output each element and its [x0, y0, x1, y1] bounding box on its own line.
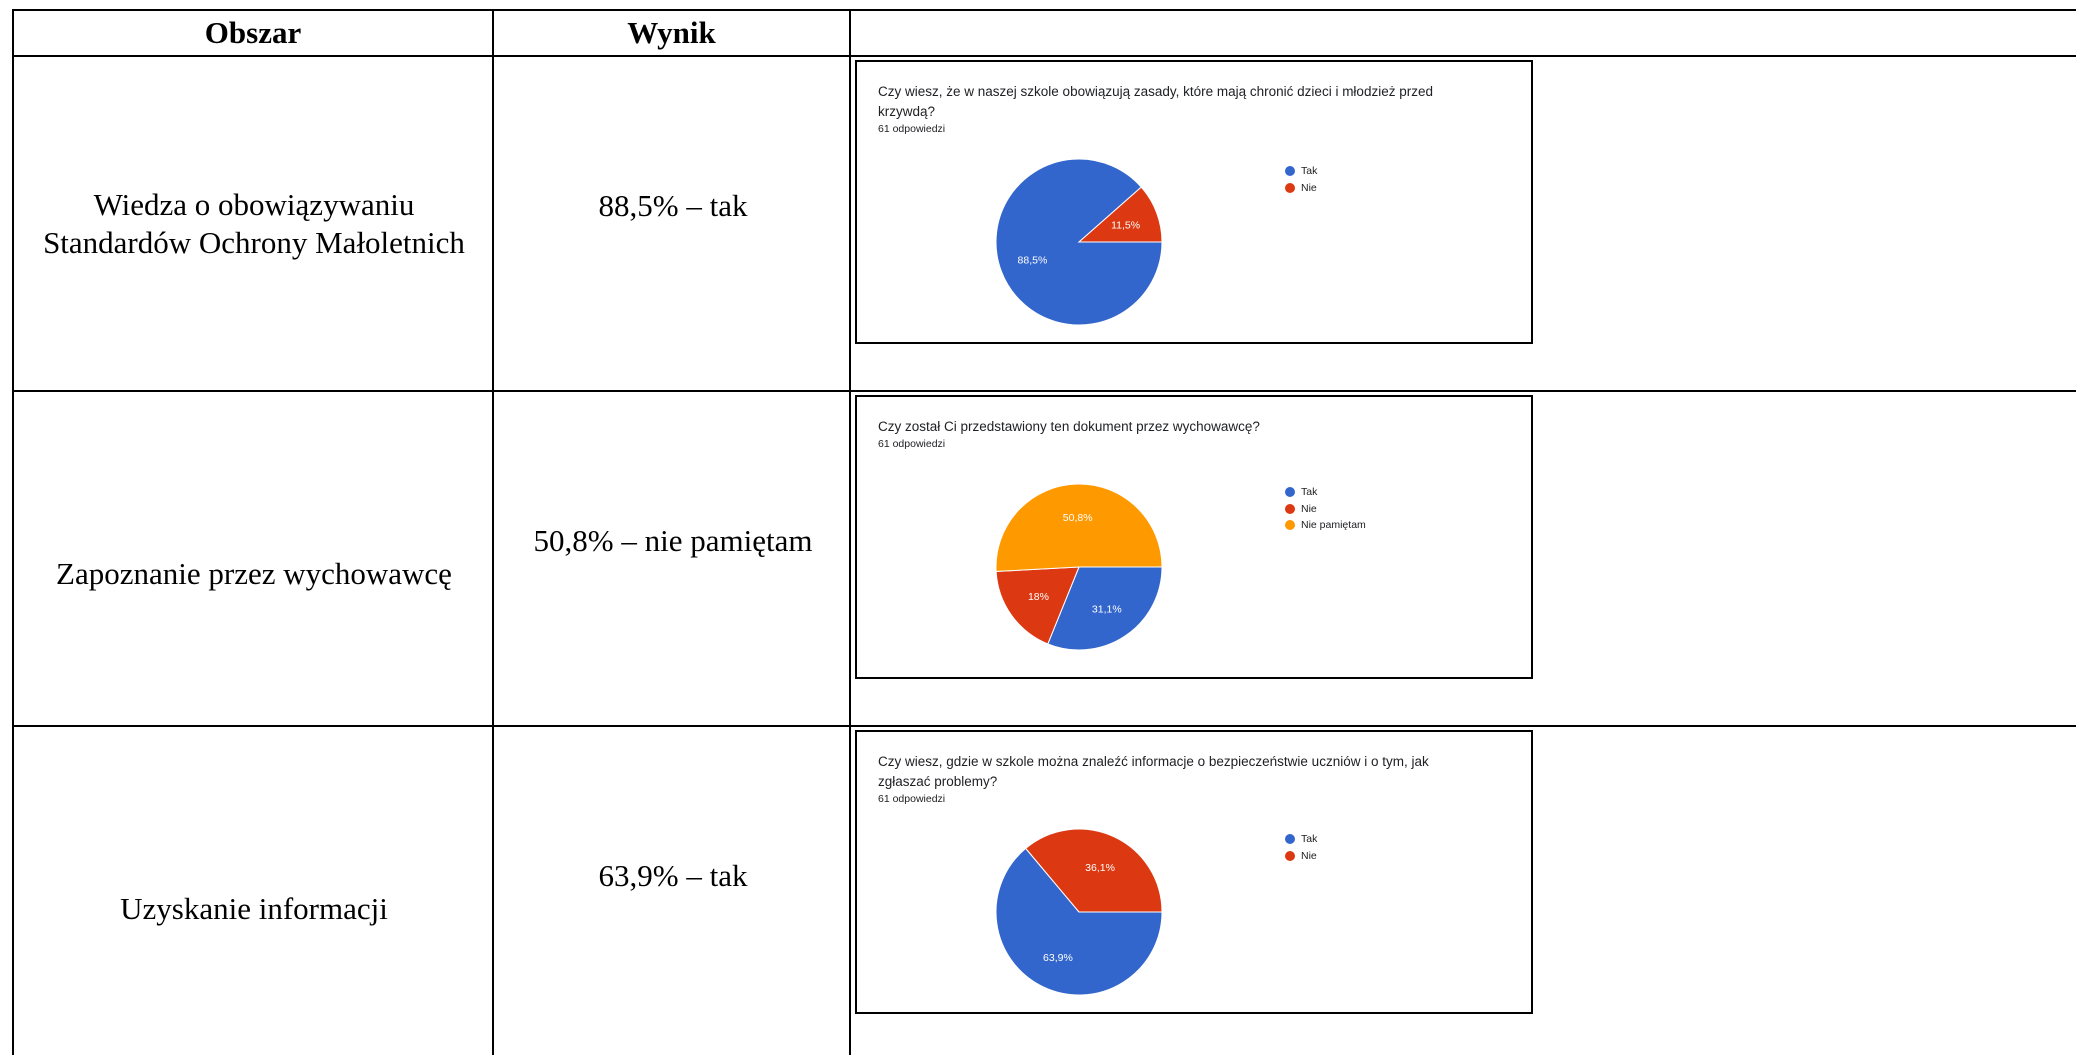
- chart-question-line: Czy wiesz, gdzie w szkole można znaleźć …: [878, 754, 1429, 769]
- legend-dot-icon: [1285, 182, 1295, 193]
- table-border-left: [12, 9, 14, 1055]
- area-cell: Uzyskanie informacji: [14, 727, 494, 1060]
- pie-data-label: 50,8%: [1063, 512, 1093, 524]
- area-cell: Zapoznanie przez wychowawcę: [14, 392, 494, 725]
- area-text-line: Wiedza o obowiązywaniu: [93, 186, 415, 222]
- result-cell: 88,5% – tak: [598, 188, 748, 223]
- pie-data-label: 63,9%: [1043, 952, 1073, 964]
- chart-question-line: zgłaszać problemy?: [878, 774, 998, 789]
- legend-dot-icon: [1285, 520, 1295, 531]
- legend-label: Nie pamiętam: [1301, 519, 1366, 532]
- pie-slice-tak: [995, 847, 1163, 996]
- pie-chart: 63,9% 36,1%: [995, 828, 1163, 996]
- legend-label: Tak: [1301, 165, 1318, 178]
- chart-question: Czy wiesz, gdzie w szkole można znaleźć …: [878, 752, 1518, 806]
- pie-data-label: 31,1%: [1092, 603, 1122, 615]
- legend-dot-icon: [1285, 503, 1295, 514]
- area-text-line: Zapoznanie przez wychowawcę: [56, 555, 452, 591]
- pie-data-label: 36,1%: [1085, 862, 1115, 874]
- legend-item: Tak: [1285, 831, 1317, 848]
- pie-data-label: 11,5%: [1111, 219, 1140, 231]
- legend-dot-icon: [1285, 487, 1295, 498]
- chart-card: Czy został Ci przedstawiony ten dokument…: [855, 395, 1533, 679]
- chart-question-line: Czy został Ci przedstawiony ten dokument…: [878, 419, 1260, 434]
- pie-data-label: 18%: [1028, 591, 1049, 603]
- legend-item: Nie: [1285, 501, 1366, 518]
- header-wynik: Wynik: [627, 15, 716, 50]
- pie-slice-nie: [1077, 186, 1163, 243]
- chart-question: Czy wiesz, że w naszej szkole obowiązują…: [878, 82, 1518, 136]
- pie-slice-tak: [1047, 566, 1163, 651]
- chart-legend: Tak Nie: [1285, 163, 1317, 196]
- table-row-divider-1: [12, 390, 2076, 392]
- legend-dot-icon: [1285, 166, 1295, 177]
- chart-legend: Tak Nie Nie pamiętam: [1285, 484, 1366, 534]
- legend-item: Tak: [1285, 163, 1317, 180]
- legend-label: Nie: [1301, 181, 1317, 194]
- chart-card: Czy wiesz, gdzie w szkole można znaleźć …: [855, 730, 1533, 1014]
- chart-legend: Tak Nie: [1285, 831, 1317, 864]
- response-count: 61 odpowiedzi: [878, 438, 946, 450]
- header-obszar: Obszar: [204, 15, 302, 50]
- area-text-line: Standardów Ochrony Małoletnich: [43, 224, 465, 260]
- table-row-divider-2: [12, 725, 2076, 727]
- table-header-divider: [12, 55, 2076, 57]
- legend-label: Nie: [1301, 502, 1317, 515]
- chart-question-line: Czy wiesz, że w naszej szkole obowiązują…: [878, 84, 1433, 99]
- pie-chart: 31,1% 18% 50,8%: [995, 483, 1163, 651]
- legend-label: Tak: [1301, 486, 1318, 499]
- response-count: 61 odpowiedzi: [878, 793, 946, 805]
- legend-item: Tak: [1285, 484, 1366, 501]
- pie-chart: 88,5% 11,5%: [995, 158, 1163, 326]
- legend-item: Nie pamiętam: [1285, 517, 1366, 534]
- table-divider-2: [849, 9, 851, 1055]
- chart-question: Czy został Ci przedstawiony ten dokument…: [878, 417, 1518, 451]
- response-count: 61 odpowiedzi: [878, 123, 946, 135]
- pie-data-label: 88,5%: [1018, 255, 1048, 267]
- pie-slice-nie: [995, 566, 1080, 645]
- result-cell: 63,9% – tak: [598, 858, 748, 893]
- chart-card: Czy wiesz, że w naszej szkole obowiązują…: [855, 60, 1533, 344]
- legend-item: Nie: [1285, 848, 1317, 865]
- pie-slice-nie: [1024, 828, 1163, 913]
- legend-item: Nie: [1285, 180, 1317, 197]
- result-cell: 50,8% – nie pamiętam: [533, 523, 813, 558]
- area-cell: Wiedza o obowiązywaniu Standardów Ochron…: [14, 57, 494, 390]
- legend-label: Nie: [1301, 849, 1317, 862]
- pie-slice-nie-pamiętam: [995, 483, 1163, 572]
- area-text-line: Uzyskanie informacji: [120, 890, 388, 926]
- legend-label: Tak: [1301, 833, 1318, 846]
- table-divider-1: [492, 9, 494, 1055]
- chart-question-line: krzywdą?: [878, 104, 936, 119]
- legend-dot-icon: [1285, 850, 1295, 861]
- legend-dot-icon: [1285, 834, 1295, 845]
- header-chart: [851, 10, 2076, 56]
- table-border-top: [12, 9, 2076, 11]
